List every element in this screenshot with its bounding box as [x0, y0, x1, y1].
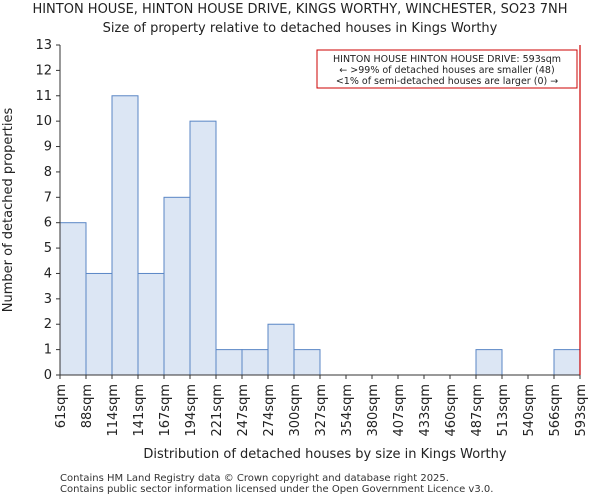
x-tick-label: 114sqm — [106, 384, 121, 437]
y-tick-label: 5 — [44, 241, 52, 256]
y-tick-label: 12 — [35, 63, 52, 78]
chart-subtitle: Size of property relative to detached ho… — [102, 21, 498, 36]
x-tick-label: 221sqm — [210, 384, 225, 437]
x-tick-label: 88sqm — [80, 384, 95, 428]
bar-274sqm — [267, 323, 295, 376]
y-tick-label: 2 — [44, 317, 52, 332]
x-tick-label: 274sqm — [262, 384, 277, 437]
bar-141sqm — [137, 272, 165, 376]
x-tick-label: 513sqm — [496, 384, 511, 437]
x-tick-label: 487sqm — [470, 384, 485, 437]
bar-247sqm — [241, 349, 269, 376]
x-tick-label: 540sqm — [522, 384, 537, 437]
x-tick-label: 566sqm — [548, 384, 563, 437]
y-tick-label: 13 — [35, 38, 52, 53]
annotation-line: ← >99% of detached houses are smaller (4… — [339, 65, 554, 76]
y-tick-label: 6 — [44, 216, 52, 231]
x-tick-label: 247sqm — [236, 384, 251, 437]
bar-114sqm — [111, 95, 139, 376]
x-tick-label: 460sqm — [444, 384, 459, 437]
x-tick-label: 300sqm — [288, 384, 303, 437]
x-tick-label: 61sqm — [54, 384, 69, 428]
y-axis-label: Number of detached properties — [1, 108, 16, 313]
y-tick-label: 9 — [44, 140, 52, 155]
x-tick-label: 167sqm — [158, 384, 173, 437]
x-axis-label: Distribution of detached houses by size … — [143, 447, 506, 462]
annotation-line: HINTON HOUSE HINTON HOUSE DRIVE: 593sqm — [333, 54, 561, 65]
annotation-line: <1% of semi-detached houses are larger (… — [336, 76, 558, 87]
x-tick-label: 380sqm — [366, 384, 381, 437]
y-tick-label: 1 — [44, 343, 52, 358]
y-tick-label: 7 — [44, 190, 52, 205]
x-tick-label: 433sqm — [418, 384, 433, 437]
x-tick-label: 407sqm — [392, 384, 407, 437]
bar-167sqm — [163, 196, 191, 376]
bar-300sqm — [293, 349, 321, 376]
x-tick-label: 327sqm — [314, 384, 329, 437]
bar-61sqm — [59, 222, 87, 376]
annotation-box — [316, 49, 578, 89]
y-tick-label: 0 — [44, 368, 52, 383]
y-tick-label: 3 — [44, 292, 52, 307]
x-tick-label: 354sqm — [340, 384, 355, 437]
y-tick-label: 8 — [44, 165, 52, 180]
bar-487sqm — [475, 349, 503, 376]
x-tick-label: 593sqm — [574, 384, 589, 437]
y-tick-label: 11 — [35, 89, 52, 104]
x-tick-label: 141sqm — [132, 384, 147, 437]
bar-566sqm — [553, 349, 581, 376]
footer-licence: Contains public sector information licen… — [60, 484, 494, 495]
bar-221sqm — [215, 349, 243, 376]
chart-title: HINTON HOUSE, HINTON HOUSE DRIVE, KINGS … — [32, 2, 568, 17]
x-tick-label: 194sqm — [184, 384, 199, 437]
bar-88sqm — [85, 272, 113, 376]
y-tick-label: 4 — [44, 266, 52, 281]
footer-copyright: Contains HM Land Registry data © Crown c… — [60, 473, 449, 484]
bar-194sqm — [189, 120, 217, 376]
y-tick-label: 10 — [35, 114, 52, 129]
